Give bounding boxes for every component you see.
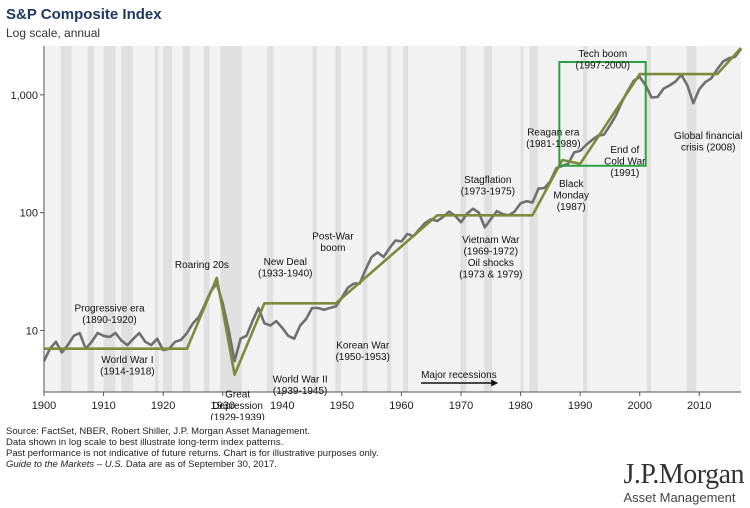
recession-band [121, 46, 133, 392]
x-tick-label: 1900 [32, 400, 56, 412]
recession-band [583, 46, 588, 392]
annotation: World War I (1914-1918) [100, 355, 154, 378]
recession-band [203, 46, 210, 392]
jpmorgan-logo: J.P.Morgan Asset Management [623, 459, 744, 506]
x-tick-label: 1950 [330, 400, 354, 412]
trend-line [44, 47, 742, 377]
recession-band [220, 46, 242, 392]
x-tick-label: 1920 [151, 400, 175, 412]
annotation: Roaring 20s [175, 260, 229, 271]
plot-background [44, 46, 741, 392]
source-line: Source: FactSet, NBER, Robert Shiller, J… [6, 426, 310, 437]
recession-band [686, 46, 697, 392]
chart-subtitle: Log scale, annual [6, 26, 101, 40]
annotation: Post-War boom [312, 232, 354, 255]
x-tick-label: 1960 [389, 400, 413, 412]
tech-boom-box [558, 61, 647, 167]
recession-band [529, 46, 538, 392]
recession-band [266, 46, 274, 392]
guide-title: Guide to the Markets – U.S. [6, 459, 124, 470]
annotation: Global financial crisis (2008) [674, 131, 742, 154]
recession-band [60, 46, 72, 392]
source-line: Past performance is not indicative of fu… [6, 448, 379, 459]
recession-band [154, 46, 159, 392]
annotation: End of Cold War (1991) [604, 145, 646, 179]
x-tick-label: 2010 [687, 400, 711, 412]
recession-band [362, 46, 368, 392]
x-tick-label: 1990 [568, 400, 592, 412]
y-tick-label: 100 [20, 208, 38, 220]
data-date-note: Guide to the Markets – U.S. Data are as … [6, 459, 379, 470]
x-tick-label: 1980 [508, 400, 532, 412]
recession-band [520, 46, 524, 392]
chart: 10 100 1,000 1900 1910 1920 1930 1940 1950 1960 19… [10, 46, 742, 420]
recession-band [646, 46, 652, 392]
arrow-head [491, 379, 499, 387]
recession-band [312, 46, 317, 392]
data-date: Data are as of September 30, 2017. [123, 459, 277, 470]
annotation: Stagflation (1973-1975) [461, 175, 515, 198]
recession-band [403, 46, 408, 392]
x-tick-label: 1940 [270, 400, 294, 412]
recession-band [335, 46, 341, 392]
recession-band [484, 46, 492, 392]
chart-title: S&P Composite Index [6, 6, 162, 23]
annotation: Great Depression (1929-1939) [210, 389, 264, 420]
x-tick-label: 2000 [627, 400, 651, 412]
major-recessions-label: Major recessions [421, 370, 497, 381]
annotation: Black Monday (1987) [553, 179, 589, 213]
x-tick-label: 1970 [449, 400, 473, 412]
x-tick-label: 1910 [91, 400, 115, 412]
annotation: Vietnam War (1969-1972) Oil shocks (1973 & … [459, 235, 522, 281]
recession-band [387, 46, 392, 392]
logo-subtitle: Asset Management [623, 490, 736, 505]
x-tick-label: 1930 [210, 400, 234, 412]
recession-band [87, 46, 95, 392]
annotation: World War II (1939-1945) [273, 375, 328, 398]
recession-band [182, 46, 190, 392]
logo-wordmark: J.P.Morgan [623, 459, 744, 490]
source-line: Data shown in log scale to best illustra… [6, 437, 284, 448]
annotation: Korean War (1950-1953) [335, 341, 389, 364]
recession-band [103, 46, 116, 392]
annotation: Progressive era (1890-1920) [75, 303, 145, 326]
annotation: Tech boom (1997-2000) [576, 49, 630, 72]
annotation: Reagan era (1981-1989) [526, 128, 580, 151]
recession-band [163, 46, 173, 392]
annotation: New Deal (1933-1940) [258, 257, 312, 280]
y-tick-label: 1,000 [10, 90, 38, 102]
y-tick-label: 10 [26, 325, 38, 337]
source-notes: Source: FactSet, NBER, Robert Shiller, J… [6, 426, 379, 470]
